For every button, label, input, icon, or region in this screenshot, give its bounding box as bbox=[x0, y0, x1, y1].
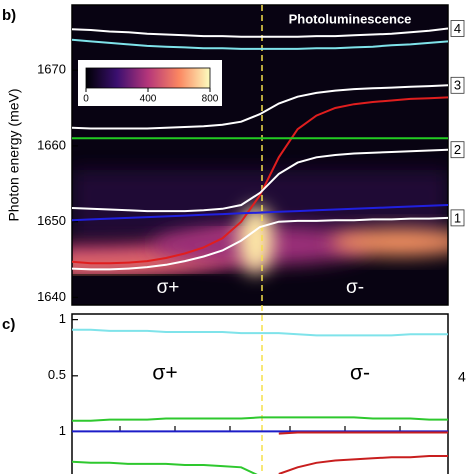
y-tick-label: 0.5 bbox=[48, 367, 66, 382]
plot-frame bbox=[71, 313, 449, 474]
series-line bbox=[278, 455, 448, 474]
y-axis-label: Photon energy (meV) bbox=[6, 88, 22, 221]
series-line bbox=[72, 38, 448, 50]
heatmap bbox=[72, 5, 448, 305]
legend-label: 2 bbox=[454, 142, 461, 157]
series-group bbox=[72, 328, 448, 422]
series-line bbox=[72, 84, 448, 130]
series-line bbox=[72, 96, 448, 265]
colorbar-tick-label: 400 bbox=[140, 94, 157, 105]
panel-label: b) bbox=[2, 7, 16, 24]
annotation: 4 bbox=[458, 369, 466, 385]
y-tick-label: 1660 bbox=[37, 137, 66, 152]
series-line bbox=[72, 204, 448, 222]
legend-box bbox=[450, 209, 465, 227]
legend-box bbox=[450, 76, 465, 94]
y-tick-label: 1670 bbox=[37, 62, 66, 77]
series-group bbox=[72, 27, 448, 271]
legend-label: 4 bbox=[454, 21, 461, 36]
panel-label: c) bbox=[2, 316, 15, 333]
y-tick-label: 1 bbox=[59, 423, 66, 438]
series-line bbox=[278, 431, 448, 435]
series-line bbox=[72, 328, 448, 337]
y-tick-label: 1650 bbox=[37, 213, 66, 228]
annotation: σ+ bbox=[152, 362, 177, 385]
colorbar-tick-label: 0 bbox=[83, 94, 89, 105]
colorbar bbox=[85, 67, 211, 89]
colorbar-tick-label: 800 bbox=[202, 94, 219, 105]
series-group bbox=[72, 430, 448, 474]
legend-label: 1 bbox=[454, 210, 461, 225]
legend-label: 3 bbox=[454, 78, 461, 93]
series-line bbox=[72, 460, 258, 474]
legend-box bbox=[450, 20, 465, 37]
annotation: σ- bbox=[350, 362, 370, 385]
series-line bbox=[72, 216, 448, 271]
y-tick-label: 1 bbox=[59, 311, 66, 326]
series-line bbox=[72, 416, 448, 422]
annotation: σ+ bbox=[157, 277, 180, 298]
plot-frame bbox=[71, 4, 449, 306]
series-line bbox=[72, 148, 448, 213]
y-tick-label: 1640 bbox=[37, 289, 66, 304]
annotation: σ- bbox=[346, 277, 364, 298]
annotation: Photoluminescence bbox=[289, 11, 412, 26]
legend-box bbox=[450, 141, 465, 159]
series-line bbox=[72, 27, 448, 38]
